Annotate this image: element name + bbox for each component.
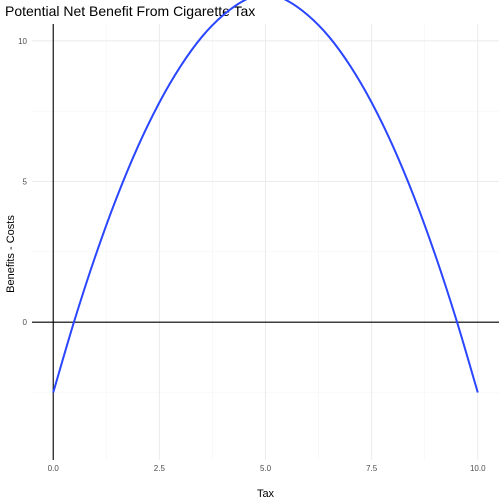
x-tick-label: 10.0 [470,464,486,473]
reference-lines [32,24,499,460]
x-tick-label: 0.0 [48,464,60,473]
net-benefit-line [52,0,479,393]
x-tick-labels: 0.0 2.5 5.0 7.5 10.0 [48,464,486,473]
x-tick-label: 7.5 [366,464,378,473]
y-tick-label: 0 [23,318,28,327]
x-tick-label: 5.0 [260,464,272,473]
y-tick-label: 10 [18,37,27,46]
x-tick-label: 2.5 [154,464,166,473]
x-axis-title: Tax [257,488,275,500]
y-tick-labels: 0 5 10 [18,37,27,327]
y-tick-label: 5 [23,178,28,187]
y-axis-title: Benefits - Costs [5,215,17,293]
series-layer [52,0,479,393]
grid-major [32,24,499,460]
chart-title: Potential Net Benefit From Cigarette Tax [5,3,255,19]
